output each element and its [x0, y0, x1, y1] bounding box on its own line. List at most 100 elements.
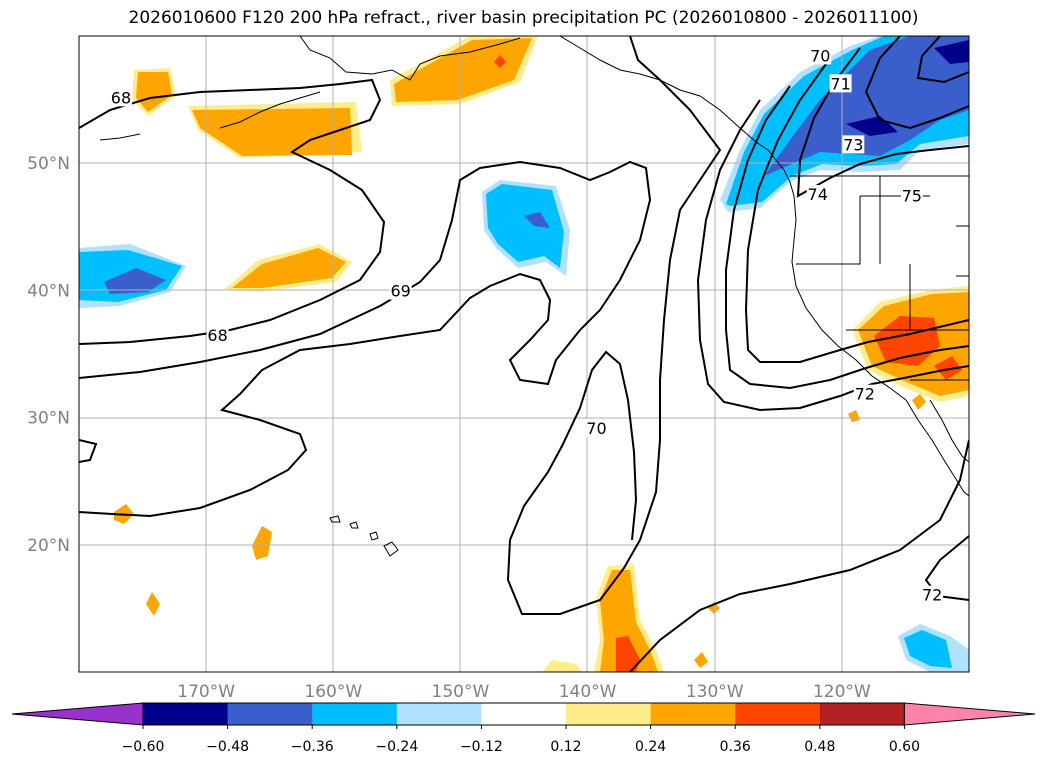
contour-label-0: 68: [111, 88, 131, 107]
colorbar-segment-0: [143, 703, 229, 725]
positive-anomaly-west-core: [136, 72, 172, 112]
contour-label-bg-3: [585, 419, 608, 438]
positive-anomaly-south-mid: [600, 570, 658, 672]
contour-68-north: [79, 78, 386, 345]
colorbar-tick-label-4: −0.12: [460, 739, 503, 755]
state-border-3: [846, 264, 969, 331]
state-border-4: [910, 225, 969, 381]
positive-anomaly-dot-2: [252, 526, 272, 560]
colorbar-extend-max: [903, 702, 1036, 726]
colorbar-tick-label-5: 0.12: [550, 739, 581, 755]
positive-anomaly-south-2: [542, 660, 582, 672]
longitude-labels: 170°W 160°W 150°W 140°W 130°W 120°W: [177, 682, 871, 702]
contour-label-5: 71: [830, 74, 850, 93]
colorbar-tick-label-2: −0.36: [291, 739, 334, 755]
colorbar-segment-8: [819, 703, 905, 725]
contour-label-bg-6: [842, 135, 865, 154]
negative-anomaly-southeast-core: [904, 630, 952, 668]
positive-anomaly-california-core2: [934, 356, 962, 380]
positive-anomaly-south-core: [616, 636, 640, 672]
contour-72-south-2: [924, 535, 969, 601]
colorbar-tick-label-3: −0.24: [375, 739, 418, 755]
positive-anomaly-dot-3: [146, 592, 160, 616]
contour-label-9: 72: [855, 385, 875, 404]
colorbar-segment-6: [650, 703, 736, 725]
colorbar-tick-label-6: 0.24: [635, 739, 666, 755]
contour-label-6: 73: [843, 135, 863, 154]
positive-anomaly-aleutians-core: [192, 108, 352, 156]
colorbar-tick-label-7: 0.36: [720, 739, 751, 755]
coastlines: [99, 36, 969, 557]
contour-label-bg-9: [853, 384, 876, 403]
plot-title: 2026010600 F120 200 hPa refract., river …: [128, 8, 919, 28]
contour-72-south: [629, 439, 969, 672]
contour-label-8: 75: [902, 186, 922, 205]
refractivity-contours: [79, 36, 969, 672]
contour-label-bg-0: [109, 88, 132, 107]
hawaii-island-3: [349, 521, 359, 529]
coastline-us-west: [791, 195, 907, 401]
coastline-baja: [905, 399, 969, 497]
lon-label-4: 130°W: [686, 682, 744, 702]
coastline-alaska: [299, 36, 521, 81]
contour-west-1: [79, 439, 98, 463]
contour-label-bg-4: [809, 46, 832, 65]
colorbar: −0.60 −0.48 −0.36 −0.24 −0.12 0.12 0.24 0.36 0.4…: [11, 702, 1036, 755]
contour-70: [506, 36, 722, 615]
lon-label-5: 120°W: [813, 682, 871, 702]
hawaii-island-1: [383, 541, 399, 557]
contour-label-bg-1: [206, 326, 229, 345]
colorbar-segment-1: [227, 703, 313, 725]
strong-negative-northeast: [934, 40, 969, 64]
contour-label-bg-10: [921, 585, 944, 604]
contour-label-bg-5: [829, 74, 852, 93]
contour-label-3: 70: [586, 419, 606, 438]
coastline-aleutians: [99, 91, 321, 141]
colorbar-segment-7: [735, 703, 821, 725]
strong-positive-alaska: [494, 55, 506, 68]
contour-label-7: 74: [808, 185, 828, 204]
negative-anomaly-northeast-core: [764, 36, 969, 176]
lon-label-1: 160°W: [304, 682, 362, 702]
positive-anomaly-dot-7: [848, 410, 860, 422]
contour-73: [744, 63, 969, 363]
colorbar-tick-label-0: −0.60: [122, 739, 165, 755]
colorbar-segment-2: [312, 703, 398, 725]
contour-69: [79, 160, 652, 518]
positive-anomaly-alaska-core: [394, 38, 532, 102]
colorbar-tick-label-1: −0.48: [206, 739, 249, 755]
contour-label-bg-8: [900, 186, 923, 205]
colorbar-segment-4: [481, 703, 567, 725]
colorbar-segment-5: [566, 703, 652, 725]
latitude-labels: 50°N 40°N 30°N 20°N: [27, 154, 70, 556]
lat-label-1: 40°N: [27, 281, 70, 301]
contour-label-10: 72: [922, 586, 942, 605]
positive-anomaly-dot-6: [912, 394, 926, 410]
negative-anomaly-central-core: [524, 212, 550, 228]
lon-label-3: 140°W: [559, 682, 617, 702]
contour-label-1: 68: [207, 326, 227, 345]
contour-72: [725, 85, 969, 390]
colorbar-extend-min: [11, 702, 144, 726]
map-frame: [78, 35, 970, 673]
lon-label-2: 150°W: [432, 682, 490, 702]
contour-75: [864, 36, 969, 130]
lat-label-0: 50°N: [27, 154, 70, 174]
lat-label-3: 20°N: [27, 536, 70, 556]
contour-76: [916, 36, 969, 84]
state-border-1: [796, 196, 861, 265]
contour-label-bg-7: [806, 185, 829, 203]
contour-71: [696, 99, 969, 412]
lat-label-2: 30°N: [27, 409, 70, 429]
contour-label-2: 69: [390, 282, 410, 301]
hawaii-island-2: [369, 531, 379, 541]
lon-label-0: 170°W: [177, 682, 235, 702]
positive-anomaly-midpacific-core: [232, 248, 346, 288]
negative-anomaly-central-mid: [486, 184, 564, 268]
contour-label-bg-2: [389, 281, 412, 300]
colorbar-segment-3: [396, 703, 482, 725]
colorbar-frame: [142, 702, 905, 726]
